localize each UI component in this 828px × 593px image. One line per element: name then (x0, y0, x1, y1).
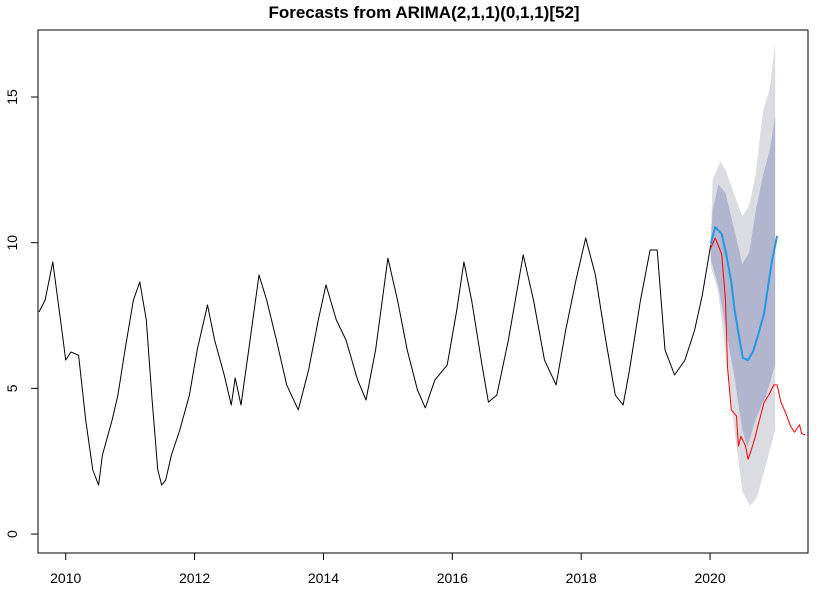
y-tick-label: 0 (4, 530, 20, 538)
y-tick-label: 10 (4, 235, 20, 251)
interval-band-80 (710, 115, 776, 447)
x-tick-label: 2012 (179, 570, 210, 586)
x-tick-label: 2014 (308, 570, 339, 586)
x-axis: 2010 2012 2014 2016 2018 2020 (50, 553, 726, 586)
actual-line (710, 237, 806, 460)
x-tick-label: 2010 (50, 570, 81, 586)
x-tick-label: 2020 (694, 570, 725, 586)
y-axis: 0 5 10 15 (4, 89, 38, 538)
x-tick-label: 2018 (566, 570, 597, 586)
prediction-intervals (710, 43, 776, 507)
x-tick-label: 2016 (437, 570, 468, 586)
y-tick-label: 5 (4, 384, 20, 392)
history-line (38, 237, 712, 486)
chart-title: Forecasts from ARIMA(2,1,1)(0,1,1)[52] (268, 3, 579, 22)
forecast-line (709, 226, 779, 362)
series-lines (38, 226, 806, 486)
plot-frame (37, 29, 809, 554)
y-tick-label: 15 (4, 89, 20, 105)
